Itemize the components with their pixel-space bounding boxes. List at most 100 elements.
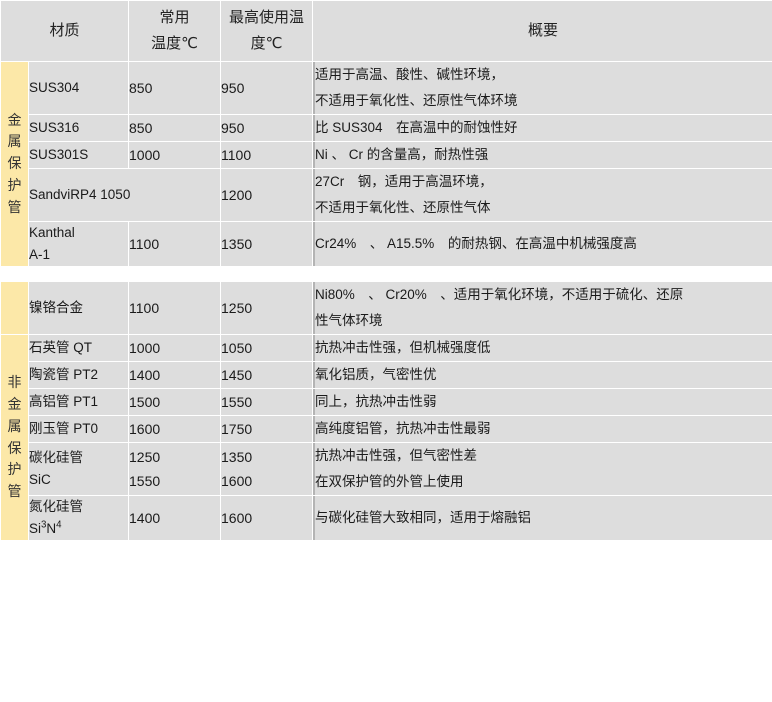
header-material: 材质 — [1, 1, 129, 61]
nonmetal-tube-table: 镍铬合金 1100 1250 Ni80% 、 Cr20% 、适用于氧化环境，不适… — [0, 281, 772, 541]
table-header-row: 材质 常用 温度℃ 最高使用温 度℃ 概要 — [1, 1, 772, 61]
summary-line: 高纯度铝管，抗热冲击性最弱 — [315, 421, 491, 436]
summary-text: 与碳化硅管大致相同，适用于熔融铝 — [313, 496, 772, 540]
summary-line: 氧化铝质，气密性优 — [315, 367, 437, 382]
material-name: 石英管 QT — [29, 335, 128, 361]
header-max-temp: 最高使用温 度℃ — [221, 1, 313, 61]
material-name: SandviRP4 1050 — [29, 169, 221, 221]
summary-line: 27Cr 钢，适用于高温环境， — [315, 174, 493, 189]
material-name-line: SiC — [29, 472, 51, 487]
formula-si: Si — [29, 521, 42, 536]
group-label-metal: 金属保护管 — [1, 62, 28, 266]
formula-n: N — [46, 521, 57, 536]
max-temp-line: 1350 — [221, 449, 253, 465]
summary-line: 同上，抗热冲击性弱 — [315, 394, 437, 409]
summary-text: Ni80% 、 Cr20% 、适用于氧化环境，不适用于硫化、还原 性气体环境 — [313, 282, 772, 334]
material-name-line: 碳化硅管 — [29, 450, 83, 465]
summary-text: 27Cr 钢，适用于高温环境， 不适用于氧化性、还原性气体 — [313, 169, 772, 221]
max-temp-value: 1100 — [221, 142, 313, 168]
summary-line: Ni 、 Cr 的含量高，耐热性强 — [315, 147, 489, 162]
summary-text: 比 SUS304 在高温中的耐蚀性好 — [313, 115, 772, 141]
max-temp-value: 950 — [221, 62, 313, 114]
table-row: 氮化硅管 Si3N4 1400 1600 与碳化硅管大致相同，适用于熔融铝 — [1, 496, 772, 540]
table-row: SandviRP4 1050 1200 27Cr 钢，适用于高温环境， 不适用于… — [1, 169, 772, 221]
max-temp-value: 1250 — [221, 282, 312, 334]
table-block-separator — [0, 267, 772, 281]
summary-text: 同上，抗热冲击性弱 — [313, 389, 772, 415]
material-name: SUS304 — [29, 62, 129, 114]
header-normal-temp: 常用 温度℃ — [129, 1, 221, 61]
table-row: 高铝管 PT1 1500 1550 同上，抗热冲击性弱 — [1, 389, 772, 415]
max-temp-value: 1550 — [221, 389, 312, 415]
group-label-metal-text: 金属保护管 — [7, 111, 22, 215]
summary-text: 适用于高温、酸性、碱性环境， 不适用于氧化性、还原性气体环境 — [313, 62, 772, 114]
normal-temp-value: 1400 — [129, 362, 220, 388]
normal-temp-value: 850 — [129, 115, 221, 141]
max-temp-value: 1050 — [221, 335, 312, 361]
summary-line: Ni80% 、 Cr20% 、适用于氧化环境，不适用于硫化、还原 — [315, 287, 684, 302]
table-row: SUS316 850 950 比 SUS304 在高温中的耐蚀性好 — [1, 115, 772, 141]
max-temp-value: 950 — [221, 115, 313, 141]
normal-temp-value: 1000 — [129, 335, 220, 361]
normal-temp-line: 1250 — [129, 449, 161, 465]
table-row: 陶瓷管 PT2 1400 1450 氧化铝质，气密性优 — [1, 362, 772, 388]
summary-line: 比 SUS304 在高温中的耐蚀性好 — [315, 120, 518, 135]
material-name: 刚玉管 PT0 — [29, 416, 128, 442]
material-name-line: Kanthal — [29, 225, 75, 240]
material-name: 高铝管 PT1 — [29, 389, 128, 415]
formula-sub-4: 4 — [56, 519, 62, 531]
material-formula: Si3N4 — [29, 518, 128, 540]
material-name: 碳化硅管 SiC — [29, 443, 128, 495]
normal-temp-value: 1100 — [129, 282, 220, 334]
material-name: 镍铬合金 — [29, 282, 128, 334]
material-name: 陶瓷管 PT2 — [29, 362, 128, 388]
table-row: 碳化硅管 SiC 1250 1550 1350 1600 抗热冲击性强，但气密性… — [1, 443, 772, 495]
summary-text: 氧化铝质，气密性优 — [313, 362, 772, 388]
group-label-nonmetal-text: 非金属保护管 — [7, 374, 22, 499]
table-row: Kanthal A-1 1100 1350 Cr24% 、 A15.5% 的耐热… — [1, 222, 772, 266]
summary-line: 在双保护管的外管上使用 — [315, 474, 464, 489]
summary-text: 抗热冲击性强，但气密性差 在双保护管的外管上使用 — [313, 443, 772, 495]
summary-line: 抗热冲击性强，但机械强度低 — [315, 340, 491, 355]
group-label-spacer — [1, 282, 28, 334]
normal-temp-value: 1000 — [129, 142, 221, 168]
material-name: 氮化硅管 Si3N4 — [29, 496, 128, 540]
summary-line: 与碳化硅管大致相同，适用于熔融铝 — [315, 510, 531, 525]
material-name: SUS301S — [29, 142, 129, 168]
max-temp-line: 1600 — [221, 473, 253, 489]
summary-text: 抗热冲击性强，但机械强度低 — [313, 335, 772, 361]
normal-temp-value: 1250 1550 — [129, 443, 220, 495]
material-name-line: A-1 — [29, 247, 51, 262]
summary-text: Cr24% 、 A15.5% 的耐热钢、在高温中机械强度高 — [313, 222, 772, 266]
table-row: 金属保护管 SUS304 850 950 适用于高温、酸性、碱性环境， 不适用于… — [1, 62, 772, 266]
summary-line: 性气体环境 — [315, 313, 383, 328]
normal-temp-value: 1100 — [129, 222, 221, 266]
table-row: 刚玉管 PT0 1600 1750 高纯度铝管，抗热冲击性最弱 — [1, 416, 772, 442]
summary-line: Cr24% 、 A15.5% 的耐热钢、在高温中机械强度高 — [315, 236, 637, 251]
max-temp-value: 1750 — [221, 416, 312, 442]
material-name-line: 氮化硅管 — [29, 499, 83, 514]
formula-sub-3: 3 — [41, 519, 47, 531]
summary-line: 不适用于氧化性、还原性气体环境 — [315, 93, 518, 108]
summary-text: Ni 、 Cr 的含量高，耐热性强 — [313, 142, 772, 168]
header-max-temp-line2: 度℃ — [250, 35, 283, 52]
header-normal-temp-line2: 温度℃ — [151, 35, 198, 52]
max-temp-value: 1600 — [221, 496, 312, 540]
max-temp-value: 1350 — [221, 222, 313, 266]
header-summary: 概要 — [313, 1, 772, 61]
max-temp-value: 1200 — [221, 169, 313, 221]
header-normal-temp-line1: 常用 — [159, 9, 190, 26]
table-row: 镍铬合金 1100 1250 Ni80% 、 Cr20% 、适用于氧化环境，不适… — [1, 282, 772, 334]
group-label-nonmetal: 非金属保护管 — [1, 335, 28, 540]
summary-text: 高纯度铝管，抗热冲击性最弱 — [313, 416, 772, 442]
summary-line: 抗热冲击性强，但气密性差 — [315, 448, 477, 463]
table-row: 非金属保护管 石英管 QT 1000 1050 抗热冲击性强，但机械强度低 — [1, 335, 772, 540]
summary-line: 不适用于氧化性、还原性气体 — [315, 200, 491, 215]
normal-temp-value: 1600 — [129, 416, 220, 442]
header-max-temp-line1: 最高使用温 — [229, 9, 305, 26]
normal-temp-value: 850 — [129, 62, 221, 114]
normal-temp-line: 1550 — [129, 473, 161, 489]
normal-temp-value: 1400 — [129, 496, 220, 540]
summary-line: 适用于高温、酸性、碱性环境， — [315, 67, 505, 82]
